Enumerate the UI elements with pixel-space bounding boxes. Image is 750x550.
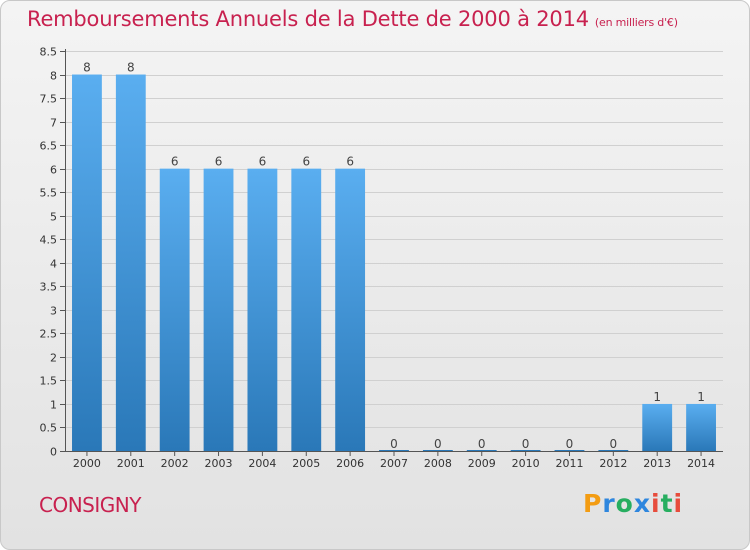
bar xyxy=(115,74,146,451)
bar-value-label: 6 xyxy=(215,155,223,169)
y-tick-label: 6 xyxy=(50,164,57,177)
x-tick-label: 2007 xyxy=(380,457,408,470)
y-tick-label: 5.5 xyxy=(40,187,58,200)
title-unit: (en milliers d'€) xyxy=(594,16,678,29)
x-tick-label: 2002 xyxy=(161,457,189,470)
y-tick-label: 1.5 xyxy=(40,375,58,388)
x-tick-label: 2010 xyxy=(512,457,540,470)
logo-letter: x xyxy=(633,489,651,518)
y-tick-label: 3.5 xyxy=(40,281,58,294)
bar-value-label: 0 xyxy=(610,437,618,451)
proxiti-logo[interactable]: Proxiti xyxy=(583,489,683,518)
x-tick-label: 2009 xyxy=(468,457,496,470)
bar-value-label: 0 xyxy=(566,437,574,451)
title-text: Remboursements Annuels de la Dette de 20… xyxy=(27,7,589,31)
logo-letter: i xyxy=(651,489,661,518)
y-tick-label: 3 xyxy=(50,305,57,318)
bar xyxy=(554,450,585,451)
x-tick-label: 2003 xyxy=(205,457,233,470)
x-tick-label: 2006 xyxy=(336,457,364,470)
y-tick-label: 8.5 xyxy=(40,46,58,59)
bar xyxy=(379,450,409,451)
bar xyxy=(510,450,541,451)
x-tick-label: 2001 xyxy=(117,457,145,470)
bar xyxy=(422,450,453,451)
logo-letter: P xyxy=(583,489,603,518)
bar-value-label: 0 xyxy=(478,437,486,451)
x-tick-label: 2012 xyxy=(599,457,627,470)
y-tick-label: 7 xyxy=(50,117,57,130)
bar-value-label: 6 xyxy=(259,155,267,169)
x-tick-label: 2005 xyxy=(292,457,320,470)
y-tick-label: 7.5 xyxy=(40,93,58,106)
logo-letter: t xyxy=(660,489,674,518)
bar xyxy=(686,403,716,451)
y-tick-label: 0 xyxy=(50,446,57,459)
y-tick-label: 1 xyxy=(50,399,57,412)
bar xyxy=(642,403,673,451)
bar-value-label: 6 xyxy=(302,155,310,169)
x-tick-label: 2000 xyxy=(73,457,101,470)
x-tick-label: 2013 xyxy=(643,457,671,470)
bar-value-label: 8 xyxy=(127,61,135,75)
bar-value-label: 8 xyxy=(83,61,91,75)
y-tick-label: 4.5 xyxy=(40,234,58,247)
bar xyxy=(203,168,234,451)
bar xyxy=(72,74,102,451)
bar xyxy=(247,168,278,451)
y-tick-label: 6.5 xyxy=(40,140,58,153)
bar xyxy=(291,168,322,451)
bar-value-label: 0 xyxy=(434,437,442,451)
x-tick-label: 2011 xyxy=(555,457,583,470)
x-tick-label: 2008 xyxy=(424,457,452,470)
bar-value-label: 6 xyxy=(346,155,354,169)
bar-value-label: 0 xyxy=(390,437,398,451)
logo-letter: o xyxy=(615,489,634,518)
bar xyxy=(159,168,190,451)
x-tick-label: 2004 xyxy=(248,457,276,470)
bars xyxy=(72,74,716,451)
labels: 0 0.5 1 1.5 2 2.5 3 3.5 4 4.5 5 5.5 6 6.5 7 7.5 8 8.5 8 200… xyxy=(40,46,716,471)
logo-letter: i xyxy=(673,489,684,518)
y-tick-label: 5 xyxy=(50,211,57,224)
y-tick-label: 0.5 xyxy=(40,422,58,435)
bar xyxy=(335,168,366,451)
y-tick-label: 4 xyxy=(50,258,57,271)
y-tick-label: 8 xyxy=(50,70,57,83)
bar-value-label: 1 xyxy=(653,390,661,404)
bar-value-label: 6 xyxy=(171,155,179,169)
bar xyxy=(466,450,497,451)
y-tick-label: 2.5 xyxy=(40,328,58,341)
commune-name: CONSIGNY xyxy=(39,493,141,517)
x-tick-label: 2014 xyxy=(687,457,715,470)
bar-value-label: 1 xyxy=(697,390,705,404)
y-tick-label: 2 xyxy=(50,352,57,365)
chart-title: Remboursements Annuels de la Dette de 20… xyxy=(27,7,678,31)
bar-value-label: 0 xyxy=(522,437,530,451)
axes xyxy=(60,49,723,456)
logo-letter: r xyxy=(602,489,616,518)
bar xyxy=(598,450,629,451)
